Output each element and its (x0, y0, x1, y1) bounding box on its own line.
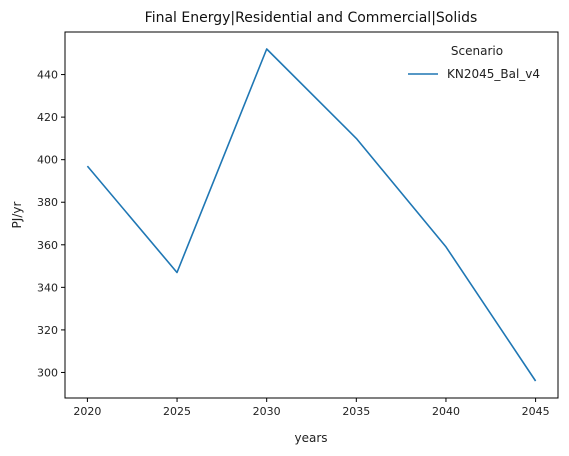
x-tick-label: 2020 (73, 405, 101, 418)
x-tick-label: 2045 (522, 405, 550, 418)
series-layer (86, 48, 537, 382)
y-axis-label: PJ/yr (10, 202, 24, 229)
series-line-kn2045-bal-v4 (86, 48, 537, 382)
x-tick-label: 2035 (342, 405, 370, 418)
y-tick-label: 440 (37, 69, 58, 82)
legend: Scenario KN2045_Bal_v4 (408, 44, 540, 81)
x-axis-label: years (294, 431, 327, 445)
x-axis-ticks: 2020 2025 2030 2035 2040 2045 (73, 398, 550, 418)
legend-title: Scenario (451, 44, 503, 58)
x-tick-label: 2030 (253, 405, 281, 418)
legend-entry-kn2045-bal-v4: KN2045_Bal_v4 (447, 67, 540, 81)
y-tick-label: 340 (37, 281, 58, 294)
x-tick-label: 2040 (432, 405, 460, 418)
y-tick-label: 300 (37, 366, 58, 379)
plot-frame (64, 31, 559, 399)
x-tick-label: 2025 (163, 405, 191, 418)
y-tick-label: 320 (37, 324, 58, 337)
y-tick-label: 420 (37, 111, 58, 124)
chart-title: Final Energy|Residential and Commercial|… (145, 10, 478, 26)
y-tick-label: 400 (37, 154, 58, 167)
y-tick-label: 360 (37, 239, 58, 252)
y-axis-ticks: 300 320 340 360 380 400 420 440 (37, 69, 65, 379)
y-tick-label: 380 (37, 196, 58, 209)
plot-area (64, 31, 559, 399)
